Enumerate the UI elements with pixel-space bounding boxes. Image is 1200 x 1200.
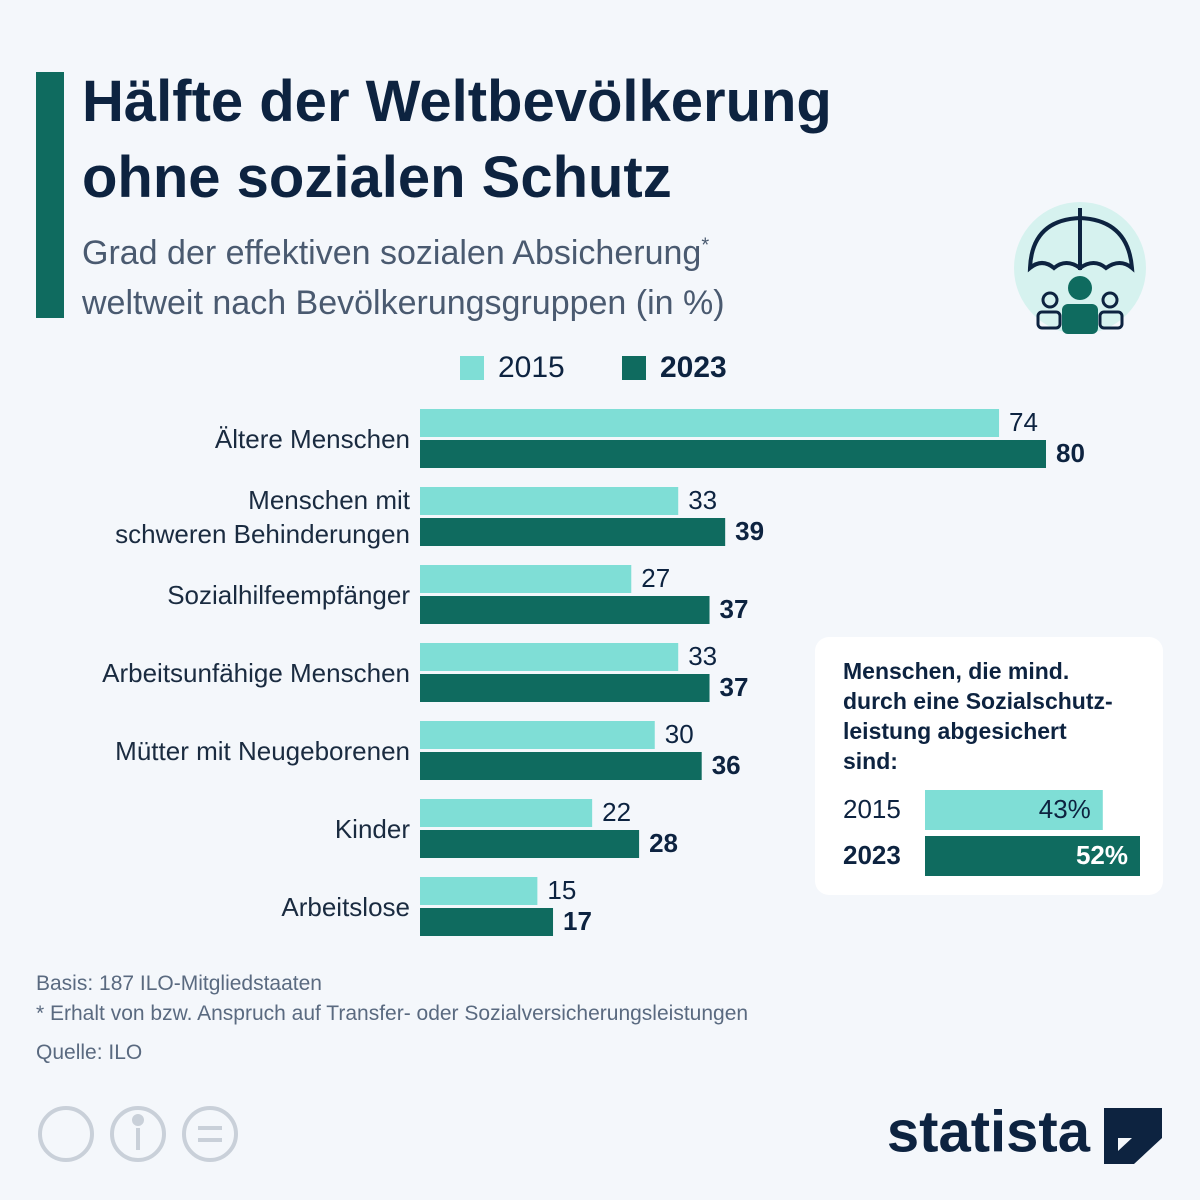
value-label: 39 (735, 516, 764, 546)
category-label: Arbeitslose (281, 892, 410, 922)
subtitle-line: Grad der effektiven sozialen Absicherung (82, 234, 702, 272)
category-label: Ältere Menschen (214, 424, 410, 454)
value-label: 74 (1009, 407, 1038, 437)
bar (420, 877, 538, 905)
category-label: Menschen mit schweren Behinderungen (115, 485, 410, 549)
category-label: Arbeitsunfähige Menschen (102, 658, 410, 688)
legend-label: 2023 (660, 351, 727, 384)
value-label: 30 (665, 719, 694, 749)
inset-bar (925, 790, 1103, 830)
license-icons (38, 1106, 238, 1162)
category-label: Kinder (334, 814, 410, 844)
value-label: 22 (602, 797, 631, 827)
value-label: 28 (649, 828, 678, 858)
bar (420, 908, 554, 936)
value-label: 80 (1056, 438, 1085, 468)
accent-bar (36, 72, 64, 318)
bar (420, 440, 1046, 468)
subtitle: Grad der effektiven sozialen Absicherung… (82, 234, 709, 273)
value-label: 33 (688, 485, 717, 515)
bar (420, 674, 710, 702)
source: Quelle: ILO (36, 1041, 143, 1064)
legend-swatch (460, 356, 484, 380)
value-label: 37 (720, 594, 749, 624)
inset-value-label: 52% (1076, 840, 1128, 870)
bar (420, 487, 679, 515)
category-label: Mütter mit Neugeborenen (115, 736, 410, 766)
value-label: 15 (547, 875, 576, 905)
footnote: * Erhalt von bzw. Anspruch auf Transfer-… (36, 1002, 749, 1025)
inset-title: Menschen, die mind. durch eine Sozialsch… (843, 658, 1113, 774)
bar (420, 643, 679, 671)
value-label: 36 (712, 750, 741, 780)
inset-category: 2023 (843, 840, 901, 870)
bar (420, 565, 632, 593)
inset-box (815, 637, 1163, 895)
brand-logo: statista (887, 1099, 1091, 1164)
bar (420, 830, 640, 858)
bar (420, 721, 655, 749)
value-label: 33 (688, 641, 717, 671)
value-label: 27 (641, 563, 670, 593)
bar (420, 799, 593, 827)
legend-swatch (622, 356, 646, 380)
legend-label: 2015 (498, 351, 565, 384)
bar (420, 596, 710, 624)
value-label: 37 (720, 672, 749, 702)
bar (420, 752, 702, 780)
inset-value-label: 43% (1039, 794, 1091, 824)
subtitle: weltweit nach Bevölkerungsgruppen (in %) (82, 284, 725, 322)
bar (420, 409, 1000, 437)
category-label: Sozialhilfeempfänger (167, 580, 410, 610)
inset-bar (925, 836, 1140, 876)
inset-category: 2015 (843, 794, 901, 824)
basis: Basis: 187 ILO-Mitgliedstaaten (36, 972, 322, 995)
brand-mark (1104, 1108, 1162, 1164)
bar (420, 518, 726, 546)
title: Hälfte der Weltbevölkerung ohne sozialen… (82, 69, 832, 210)
subtitle-mark: * (701, 234, 710, 257)
value-label: 17 (563, 906, 592, 936)
umbrella-icon (1014, 202, 1146, 334)
